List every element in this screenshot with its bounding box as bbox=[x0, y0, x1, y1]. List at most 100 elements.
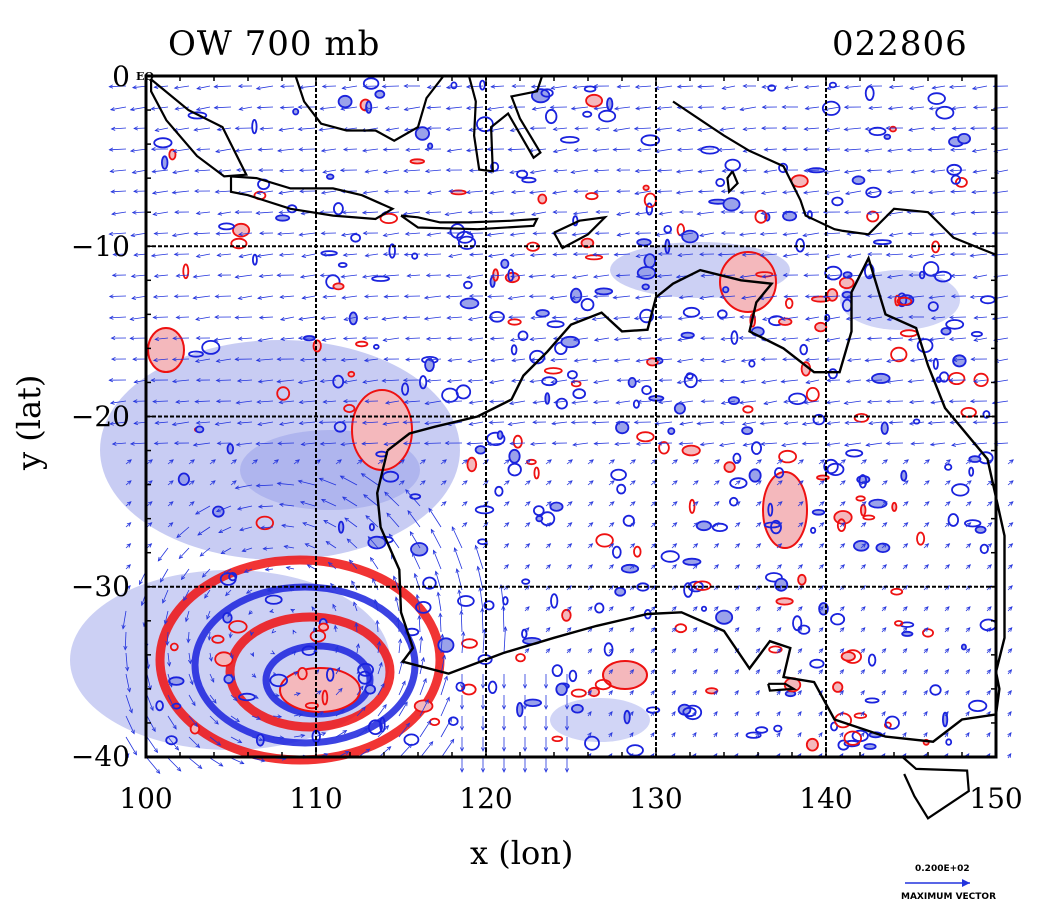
wind-vector bbox=[592, 422, 609, 423]
positive-contour bbox=[348, 372, 354, 377]
wind-vector bbox=[406, 338, 420, 339]
x-tick-130: 130 bbox=[616, 782, 696, 815]
wind-vector bbox=[189, 758, 202, 768]
negative-contour bbox=[615, 588, 625, 596]
positive-contour bbox=[508, 319, 520, 324]
positive-contour bbox=[807, 388, 819, 401]
wind-vector bbox=[299, 149, 315, 150]
wind-vector bbox=[404, 443, 420, 444]
negative-contour bbox=[718, 310, 727, 318]
positive-contour bbox=[855, 713, 867, 718]
negative-contour bbox=[582, 299, 594, 310]
negative-contour bbox=[611, 470, 626, 480]
negative-contour bbox=[546, 110, 557, 123]
legend-max-vector-value: 0.200E+02 bbox=[915, 864, 970, 874]
wind-vector bbox=[510, 443, 525, 444]
wind-vector bbox=[638, 338, 651, 339]
negative-contour bbox=[351, 234, 360, 242]
negative-contour bbox=[789, 394, 806, 405]
wind-vector bbox=[575, 128, 588, 129]
positive-contour bbox=[637, 432, 654, 441]
wind-vector bbox=[718, 149, 735, 150]
negative-contour bbox=[595, 288, 612, 294]
wind-vector bbox=[425, 443, 441, 444]
positive-shaded-region bbox=[603, 661, 647, 689]
negative-contour bbox=[874, 240, 891, 244]
wind-vector bbox=[553, 254, 567, 255]
negative-contour bbox=[697, 521, 711, 530]
negative-contour bbox=[536, 516, 542, 521]
positive-contour bbox=[634, 547, 641, 557]
wind-vector bbox=[385, 191, 399, 192]
wind-vector bbox=[110, 317, 126, 318]
negative-contour bbox=[464, 282, 472, 289]
wind-vector bbox=[698, 149, 714, 150]
positive-contour bbox=[949, 373, 964, 384]
negative-contour bbox=[882, 422, 888, 434]
negative-contour bbox=[946, 739, 951, 745]
wind-vector bbox=[783, 149, 798, 150]
negative-contour bbox=[731, 331, 737, 344]
positive-core bbox=[280, 668, 360, 712]
negative-contour bbox=[716, 179, 724, 186]
negative-contour bbox=[662, 551, 679, 562]
equator-tag: EQ bbox=[136, 70, 154, 83]
positive-contour bbox=[842, 652, 855, 661]
positive-contour bbox=[552, 737, 562, 742]
wind-vector bbox=[434, 550, 442, 569]
positive-contour bbox=[467, 458, 476, 472]
negative-contour bbox=[509, 450, 519, 463]
negative-contour bbox=[334, 203, 343, 214]
positive-contour bbox=[586, 255, 602, 259]
negative-contour bbox=[729, 397, 739, 404]
negative-contour bbox=[442, 389, 458, 402]
negative-contour bbox=[572, 705, 583, 713]
positive-contour bbox=[861, 505, 866, 516]
wind-vector bbox=[887, 443, 904, 444]
wind-vector bbox=[176, 317, 189, 318]
wind-vector bbox=[216, 233, 231, 234]
negative-contour bbox=[930, 685, 940, 695]
wind-vector bbox=[441, 718, 452, 737]
negative-contour bbox=[869, 655, 876, 666]
negative-contour bbox=[969, 701, 986, 711]
wind-vector bbox=[155, 443, 168, 444]
negative-contour bbox=[154, 138, 171, 147]
wind-vector bbox=[971, 212, 987, 213]
negative-contour bbox=[928, 93, 945, 104]
negative-contour bbox=[901, 471, 906, 481]
negative-contour bbox=[831, 614, 844, 625]
negative-contour bbox=[713, 524, 727, 531]
wind-vector bbox=[194, 233, 210, 234]
negative-contour bbox=[638, 267, 656, 279]
positive-contour bbox=[724, 462, 734, 472]
x-tick-100: 100 bbox=[106, 782, 186, 815]
negative-contour bbox=[981, 296, 995, 303]
wind-vector bbox=[235, 317, 252, 318]
wind-vector bbox=[215, 296, 231, 297]
negative-contour bbox=[725, 160, 740, 171]
negative-contour bbox=[416, 127, 429, 140]
wind-vector bbox=[147, 758, 160, 773]
wind-vector bbox=[533, 233, 546, 234]
negative-contour bbox=[869, 500, 886, 508]
x-tick-150: 150 bbox=[956, 782, 1036, 815]
wind-vector bbox=[154, 233, 168, 234]
positive-contour bbox=[856, 496, 864, 500]
negative-contour bbox=[825, 267, 841, 280]
positive-contour bbox=[786, 299, 793, 308]
positive-contour bbox=[514, 436, 522, 448]
wind-vector bbox=[888, 338, 903, 339]
positive-contour bbox=[516, 654, 525, 661]
negative-contour bbox=[749, 361, 754, 367]
wind-vector bbox=[281, 107, 294, 108]
negative-contour bbox=[525, 700, 542, 707]
positive-contour bbox=[643, 186, 648, 191]
wind-vector bbox=[343, 212, 357, 213]
negative-contour bbox=[253, 255, 257, 265]
negative-contour bbox=[902, 632, 912, 636]
positive-contour bbox=[743, 406, 752, 412]
wind-vector bbox=[110, 296, 126, 297]
negative-contour bbox=[179, 473, 189, 485]
